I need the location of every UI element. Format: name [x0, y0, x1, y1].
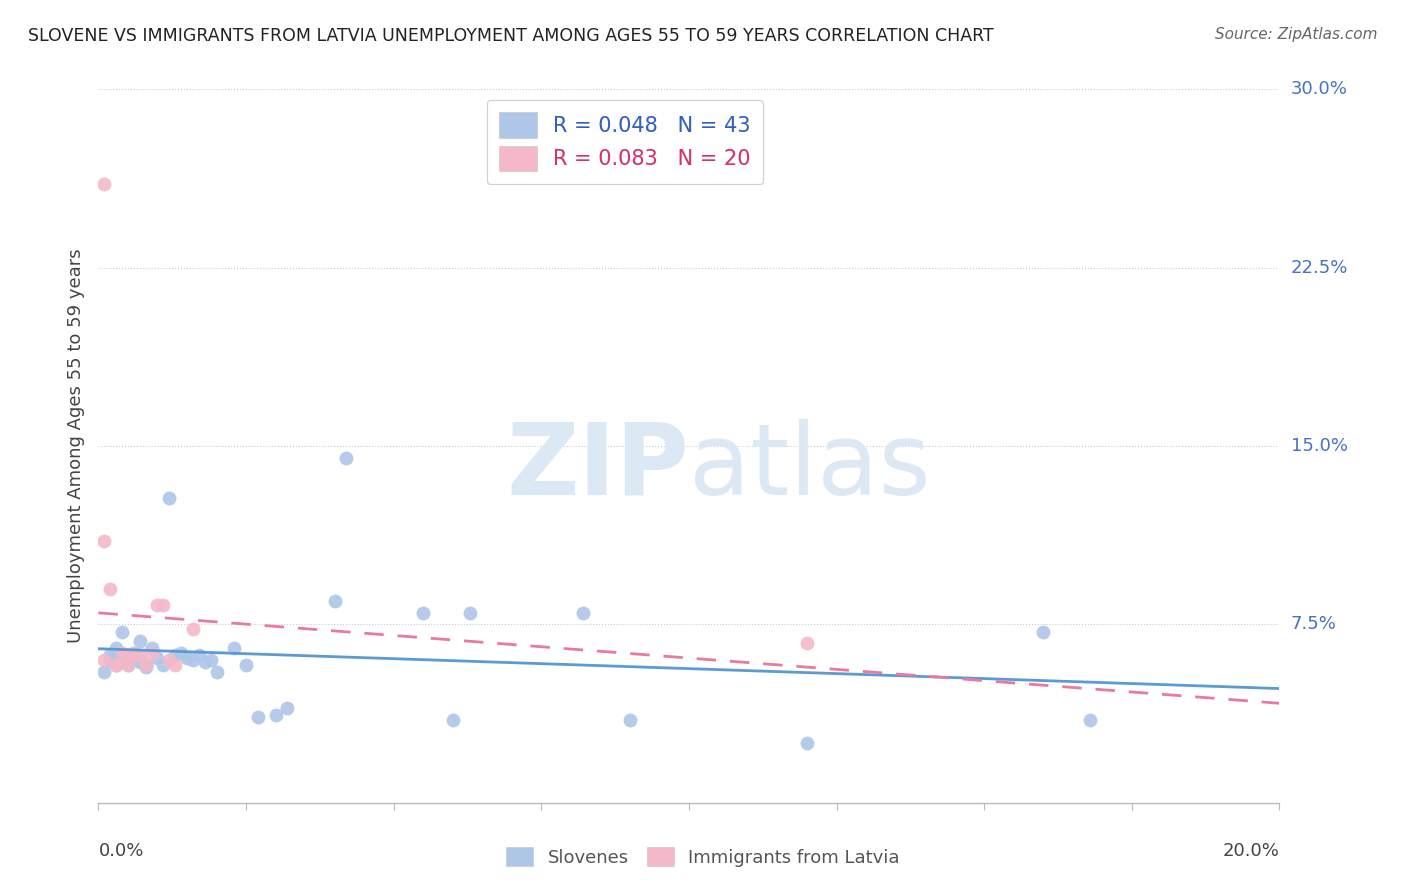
- Point: [117, 648, 139, 663]
- Point: [98, 653, 121, 667]
- Point: [135, 657, 157, 672]
- Point: [796, 636, 818, 650]
- Point: [105, 641, 128, 656]
- Point: [246, 710, 269, 724]
- Text: ZIP: ZIP: [506, 419, 689, 516]
- Point: [157, 491, 180, 506]
- Point: [93, 653, 115, 667]
- Point: [152, 599, 174, 613]
- Point: [170, 646, 193, 660]
- Point: [235, 657, 257, 672]
- Point: [187, 648, 209, 663]
- Point: [323, 593, 346, 607]
- Point: [128, 634, 150, 648]
- Point: [98, 648, 121, 663]
- Point: [105, 657, 128, 672]
- Point: [117, 657, 139, 672]
- Point: [460, 606, 482, 620]
- Text: SLOVENE VS IMMIGRANTS FROM LATVIA UNEMPLOYMENT AMONG AGES 55 TO 59 YEARS CORRELA: SLOVENE VS IMMIGRANTS FROM LATVIA UNEMPL…: [28, 27, 994, 45]
- Y-axis label: Unemployment Among Ages 55 to 59 years: Unemployment Among Ages 55 to 59 years: [66, 249, 84, 643]
- Point: [146, 650, 169, 665]
- Point: [165, 657, 187, 672]
- Point: [98, 582, 121, 596]
- Point: [181, 653, 204, 667]
- Point: [194, 656, 217, 670]
- Point: [176, 650, 198, 665]
- Legend: R = 0.048   N = 43, R = 0.083   N = 20: R = 0.048 N = 43, R = 0.083 N = 20: [486, 100, 763, 184]
- Point: [276, 700, 298, 714]
- Point: [335, 450, 357, 465]
- Point: [135, 660, 157, 674]
- Point: [224, 641, 246, 656]
- Point: [105, 657, 128, 672]
- Point: [128, 653, 150, 667]
- Legend: Slovenes, Immigrants from Latvia: Slovenes, Immigrants from Latvia: [499, 840, 907, 874]
- Point: [146, 599, 169, 613]
- Point: [128, 656, 150, 670]
- Text: atlas: atlas: [689, 419, 931, 516]
- Point: [157, 653, 180, 667]
- Point: [117, 657, 139, 672]
- Point: [122, 646, 145, 660]
- Point: [1080, 713, 1102, 727]
- Point: [181, 622, 204, 636]
- Point: [111, 624, 134, 639]
- Point: [796, 736, 818, 750]
- Text: 22.5%: 22.5%: [1291, 259, 1348, 277]
- Point: [619, 713, 641, 727]
- Point: [93, 665, 115, 679]
- Point: [205, 665, 228, 679]
- Point: [412, 606, 434, 620]
- Point: [141, 641, 163, 656]
- Point: [152, 657, 174, 672]
- Point: [122, 648, 145, 663]
- Point: [200, 653, 222, 667]
- Point: [128, 648, 150, 663]
- Text: Source: ZipAtlas.com: Source: ZipAtlas.com: [1215, 27, 1378, 42]
- Point: [441, 713, 464, 727]
- Point: [122, 646, 145, 660]
- Point: [93, 178, 115, 192]
- Point: [135, 657, 157, 672]
- Text: 15.0%: 15.0%: [1291, 437, 1347, 455]
- Text: 30.0%: 30.0%: [1291, 80, 1347, 98]
- Point: [105, 657, 128, 672]
- Point: [264, 707, 287, 722]
- Point: [122, 653, 145, 667]
- Point: [111, 653, 134, 667]
- Point: [93, 534, 115, 549]
- Text: 20.0%: 20.0%: [1223, 842, 1279, 860]
- Text: 7.5%: 7.5%: [1291, 615, 1337, 633]
- Point: [165, 648, 187, 663]
- Point: [1032, 624, 1054, 639]
- Point: [141, 646, 163, 660]
- Point: [571, 606, 593, 620]
- Text: 0.0%: 0.0%: [98, 842, 143, 860]
- Point: [111, 646, 134, 660]
- Point: [117, 648, 139, 663]
